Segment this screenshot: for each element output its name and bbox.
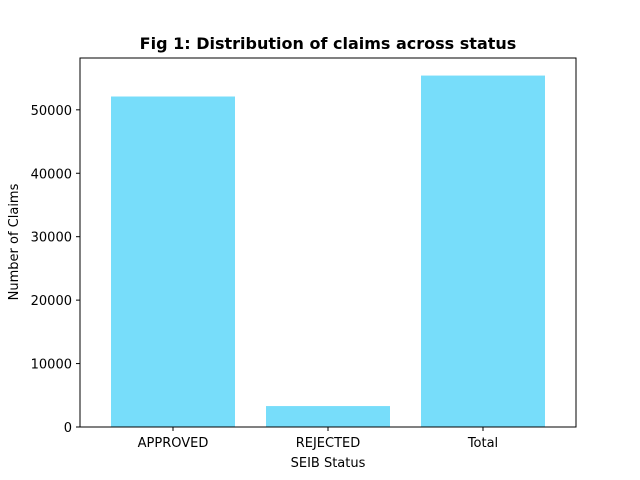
x-ticks-group: APPROVED REJECTED Total xyxy=(138,427,498,451)
x-tick-label: Total xyxy=(467,436,498,451)
y-tick-label: 20000 xyxy=(31,294,72,309)
bar-approved xyxy=(111,96,235,428)
y-tick-label: 50000 xyxy=(31,104,72,119)
x-axis-label: SEIB Status xyxy=(291,456,366,471)
y-tick-label: 0 xyxy=(64,421,72,436)
y-tick-label: 40000 xyxy=(31,167,72,182)
y-axis-label: Number of Claims xyxy=(7,183,22,300)
bar-total xyxy=(421,75,545,428)
bar-rejected xyxy=(266,406,390,427)
y-ticks-group: 0 10000 20000 30000 40000 50000 xyxy=(31,104,80,436)
chart-title: Fig 1: Distribution of claims across sta… xyxy=(140,34,517,53)
x-tick-label: APPROVED xyxy=(138,436,209,451)
x-tick-label: REJECTED xyxy=(296,436,361,451)
y-tick-label: 10000 xyxy=(31,358,72,373)
bars-group xyxy=(111,75,545,428)
y-tick-label: 30000 xyxy=(31,231,72,246)
